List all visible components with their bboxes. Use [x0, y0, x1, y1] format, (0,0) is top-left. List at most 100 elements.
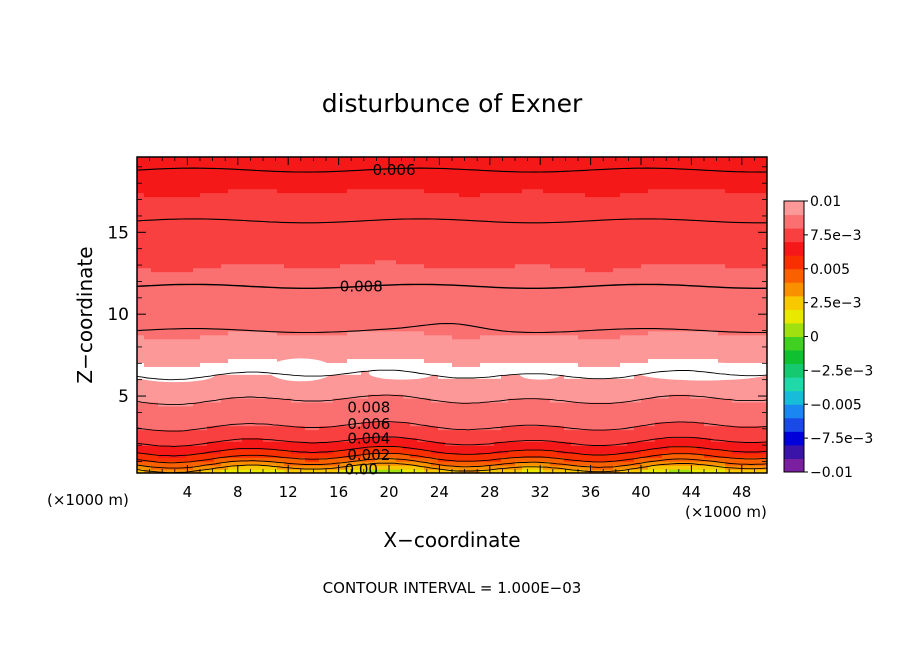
heatmap-cell — [235, 390, 243, 395]
heatmap-cell — [319, 299, 327, 304]
heatmap-cell — [410, 188, 418, 194]
heatmap-cell — [529, 263, 537, 269]
heatmap-cell — [480, 192, 488, 198]
heatmap-cell — [417, 449, 425, 454]
heatmap-cell — [382, 263, 390, 269]
heatmap-cell — [354, 216, 362, 221]
heatmap-cell — [361, 212, 369, 217]
heatmap-cell — [382, 441, 390, 446]
heatmap-cell — [403, 362, 411, 367]
heatmap-cell — [172, 283, 180, 288]
heatmap-cell — [536, 200, 544, 205]
heatmap-cell — [228, 342, 236, 348]
heatmap-cell — [522, 247, 530, 253]
heatmap-cell — [137, 267, 145, 273]
heatmap-cell — [382, 224, 390, 229]
heatmap-cell — [466, 291, 474, 296]
heatmap-cell — [193, 358, 201, 363]
heatmap-cell — [256, 315, 264, 320]
heatmap-cell — [305, 449, 313, 454]
heatmap-cell — [214, 354, 222, 360]
heatmap-cell — [452, 311, 460, 316]
heatmap-cell — [480, 247, 488, 253]
heatmap-cell — [543, 437, 551, 442]
heatmap-cell — [354, 283, 362, 288]
heatmap-cell — [263, 342, 271, 348]
heatmap-cell — [431, 429, 439, 435]
heatmap-cell — [228, 322, 236, 328]
heatmap-cell — [445, 157, 453, 162]
heatmap-cell — [480, 224, 488, 229]
heatmap-cell — [501, 259, 509, 265]
heatmap-cell — [515, 180, 523, 186]
heatmap-cell — [487, 358, 495, 363]
heatmap-cell — [326, 326, 334, 332]
heatmap-cell — [298, 330, 306, 336]
heatmap-cell — [326, 445, 334, 450]
heatmap-cell — [249, 366, 257, 371]
heatmap-cell — [522, 461, 530, 466]
heatmap-cell — [312, 243, 320, 249]
heatmap-cell — [487, 429, 495, 435]
heatmap-cell — [431, 267, 439, 273]
heatmap-cell — [431, 204, 439, 209]
heatmap-cell — [508, 382, 516, 387]
heatmap-cell — [375, 342, 383, 348]
heatmap-cell — [445, 224, 453, 229]
heatmap-cell — [550, 307, 558, 312]
heatmap-cell — [564, 350, 572, 356]
heatmap-cell — [522, 236, 530, 241]
heatmap-cell — [200, 394, 208, 399]
heatmap-cell — [193, 401, 201, 407]
heatmap-cell — [354, 441, 362, 446]
heatmap-cell — [165, 350, 173, 356]
heatmap-cell — [424, 192, 432, 198]
heatmap-cell — [326, 354, 334, 360]
heatmap-cell — [200, 243, 208, 249]
heatmap-cell — [536, 322, 544, 328]
heatmap-cell — [179, 164, 187, 170]
heatmap-cell — [277, 401, 285, 407]
heatmap-cell — [151, 239, 159, 245]
heatmap-cell — [207, 247, 215, 253]
heatmap-cell — [410, 469, 418, 473]
heatmap-cell — [522, 251, 530, 257]
heatmap-cell — [361, 386, 369, 391]
heatmap-cell — [284, 425, 292, 431]
heatmap-cell — [480, 421, 488, 427]
heatmap-cell — [487, 366, 495, 371]
heatmap-cell — [508, 370, 516, 375]
heatmap-cell — [494, 401, 502, 407]
heatmap-cell — [347, 433, 355, 439]
heatmap-cell — [235, 188, 243, 194]
heatmap-cell — [144, 397, 152, 403]
heatmap-cell — [417, 465, 425, 470]
heatmap-cell — [214, 239, 222, 245]
heatmap-cell — [515, 330, 523, 336]
heatmap-cell — [270, 417, 278, 423]
heatmap-cell — [326, 283, 334, 288]
heatmap-cell — [256, 204, 264, 209]
heatmap-cell — [228, 228, 236, 233]
heatmap-cell — [473, 315, 481, 320]
heatmap-cell — [333, 172, 341, 178]
heatmap-cell — [235, 326, 243, 332]
heatmap-cell — [151, 247, 159, 253]
heatmap-cell — [347, 255, 355, 261]
heatmap-cell — [137, 322, 145, 328]
heatmap-cell — [319, 271, 327, 277]
heatmap-cell — [256, 350, 264, 356]
heatmap-cell — [529, 461, 537, 466]
heatmap-cell — [536, 168, 544, 174]
heatmap-cell — [536, 228, 544, 233]
heatmap-cell — [508, 350, 516, 356]
heatmap-cell — [333, 188, 341, 194]
heatmap-cell — [312, 397, 320, 403]
heatmap-cell — [165, 236, 173, 241]
heatmap-cell — [151, 390, 159, 395]
heatmap-cell — [214, 188, 222, 194]
heatmap-cell — [179, 469, 187, 473]
heatmap-cell — [522, 318, 530, 324]
heatmap-cell — [249, 441, 257, 446]
heatmap-cell — [438, 168, 446, 174]
